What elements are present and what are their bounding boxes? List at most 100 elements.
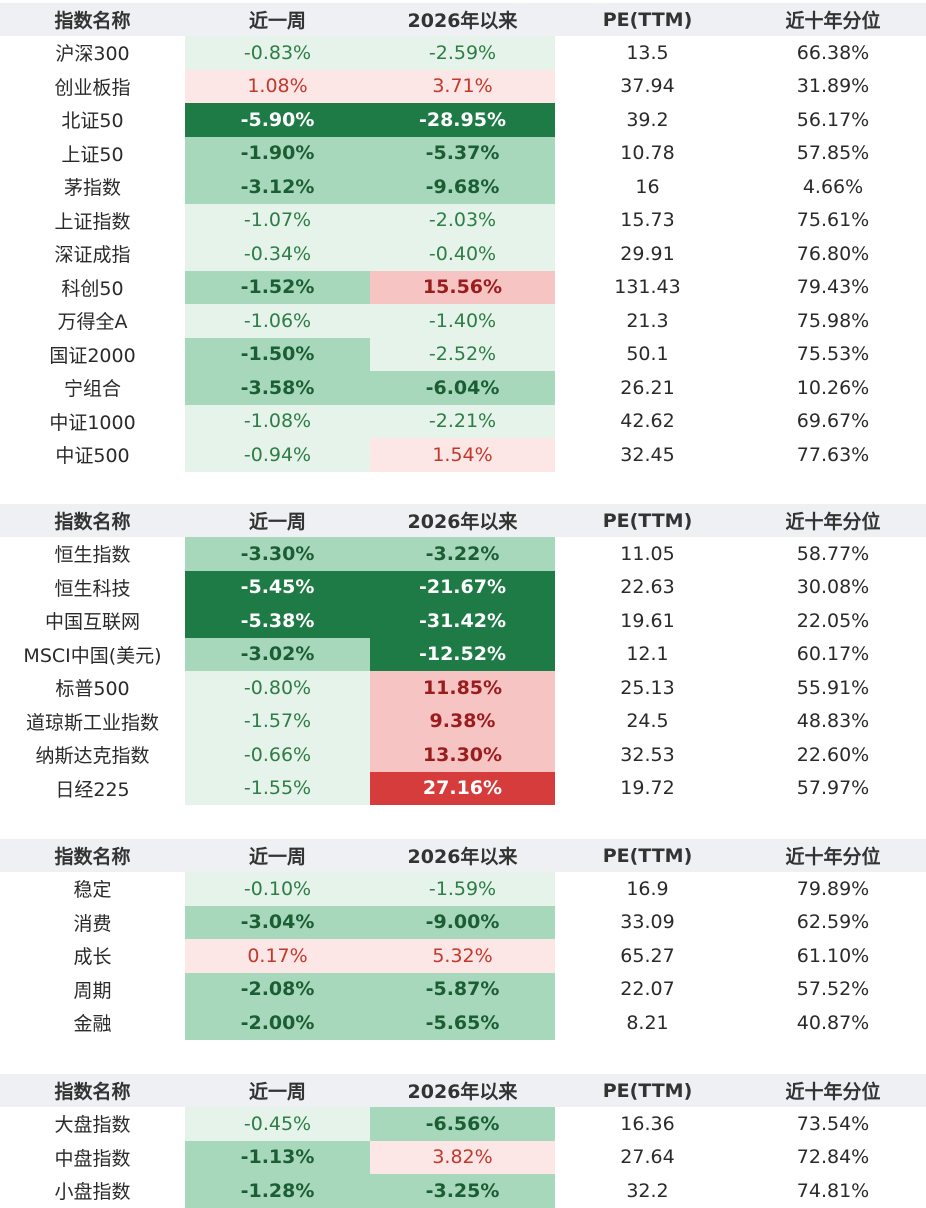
ten-year-percentile-cell: 48.83% bbox=[796, 710, 870, 733]
ten-year-percentile-cell: 75.53% bbox=[796, 343, 870, 366]
table-row: 中国互联网 -5.38% -31.42% 19.61 22.05% bbox=[0, 604, 926, 638]
ytd-change-cell: 15.56% bbox=[370, 270, 555, 304]
col-header-name: 指数名称 bbox=[0, 504, 185, 537]
ten-year-percentile-cell: 10.26% bbox=[796, 376, 870, 399]
table-row: 消费 -3.04% -9.00% 33.09 62.59% bbox=[0, 905, 926, 939]
pe-ttm-cell: 65.27 bbox=[620, 944, 675, 967]
index-name-cell: 上证50 bbox=[61, 143, 124, 166]
table-row: 中盘指数 -1.13% 3.82% 27.64 72.84% bbox=[0, 1140, 926, 1174]
ten-year-percentile-cell: 66.38% bbox=[796, 41, 870, 64]
week-change-cell: -5.90% bbox=[185, 103, 370, 137]
header-row: 指数名称 近一周 2026年以来 PE(TTM) 近十年分位 bbox=[0, 1074, 926, 1107]
table-row: 日经225 -1.55% 27.16% 19.72 57.97% bbox=[0, 771, 926, 805]
week-change-cell: -0.83% bbox=[185, 36, 370, 70]
index-name-cell: 万得全A bbox=[57, 311, 128, 334]
pe-ttm-cell: 19.61 bbox=[620, 609, 675, 632]
ytd-change-cell: -6.04% bbox=[370, 371, 555, 405]
ytd-change-cell: -2.59% bbox=[370, 36, 555, 70]
week-change-cell: -1.50% bbox=[185, 337, 370, 371]
week-change-cell: -5.45% bbox=[185, 570, 370, 604]
pe-ttm-cell: 16.9 bbox=[626, 877, 669, 900]
pe-ttm-cell: 32.2 bbox=[626, 1179, 669, 1202]
col-header-week: 近一周 bbox=[185, 839, 370, 872]
col-header-percentile: 近十年分位 bbox=[740, 1074, 926, 1107]
ytd-change-cell: -5.65% bbox=[370, 1006, 555, 1040]
pe-ttm-cell: 27.64 bbox=[620, 1146, 675, 1169]
col-header-ytd: 2026年以来 bbox=[370, 504, 555, 537]
ten-year-percentile-cell: 57.97% bbox=[796, 777, 870, 800]
table-row: MSCI中国(美元) -3.02% -12.52% 12.1 60.17% bbox=[0, 637, 926, 671]
table-row: 稳定 -0.10% -1.59% 16.9 79.89% bbox=[0, 872, 926, 906]
pe-ttm-cell: 15.73 bbox=[620, 209, 675, 232]
week-change-cell: -3.12% bbox=[185, 170, 370, 204]
index-name-cell: 沪深300 bbox=[55, 43, 130, 66]
col-header-ytd: 2026年以来 bbox=[370, 3, 555, 36]
ytd-change-cell: 1.54% bbox=[370, 438, 555, 472]
ytd-change-cell: -28.95% bbox=[370, 103, 555, 137]
table-row: 北证50 -5.90% -28.95% 39.2 56.17% bbox=[0, 103, 926, 137]
ten-year-percentile-cell: 77.63% bbox=[796, 443, 870, 466]
week-change-cell: 0.17% bbox=[185, 939, 370, 973]
col-header-ytd: 2026年以来 bbox=[370, 1074, 555, 1107]
ytd-change-cell: 3.82% bbox=[370, 1140, 555, 1174]
table-row: 茅指数 -3.12% -9.68% 16 4.66% bbox=[0, 170, 926, 204]
pe-ttm-cell: 37.94 bbox=[620, 75, 675, 98]
ten-year-percentile-cell: 60.17% bbox=[796, 643, 870, 666]
pe-ttm-cell: 131.43 bbox=[614, 276, 681, 299]
ytd-change-cell: -9.68% bbox=[370, 170, 555, 204]
ytd-change-cell: 3.71% bbox=[370, 69, 555, 103]
ytd-change-cell: -5.87% bbox=[370, 972, 555, 1006]
ten-year-percentile-cell: 74.81% bbox=[796, 1179, 870, 1202]
week-change-cell: -3.58% bbox=[185, 371, 370, 405]
pe-ttm-cell: 22.63 bbox=[620, 576, 675, 599]
week-change-cell: -1.57% bbox=[185, 704, 370, 738]
pe-ttm-cell: 12.1 bbox=[626, 643, 669, 666]
index-name-cell: 日经225 bbox=[55, 778, 130, 801]
table-row: 沪深300 -0.83% -2.59% 13.5 66.38% bbox=[0, 36, 926, 70]
ten-year-percentile-cell: 56.17% bbox=[796, 108, 870, 131]
week-change-cell: -1.55% bbox=[185, 771, 370, 805]
ytd-change-cell: -2.03% bbox=[370, 203, 555, 237]
ten-year-percentile-cell: 4.66% bbox=[802, 175, 864, 198]
table-row: 标普500 -0.80% 11.85% 25.13 55.91% bbox=[0, 671, 926, 705]
pe-ttm-cell: 25.13 bbox=[620, 676, 675, 699]
pe-ttm-cell: 21.3 bbox=[626, 309, 669, 332]
ten-year-percentile-cell: 73.54% bbox=[796, 1112, 870, 1135]
ytd-change-cell: -3.25% bbox=[370, 1174, 555, 1208]
table-row: 金融 -2.00% -5.65% 8.21 40.87% bbox=[0, 1006, 926, 1040]
index-name-cell: 纳斯达克指数 bbox=[35, 745, 150, 768]
table-row: 万得全A -1.06% -1.40% 21.3 75.98% bbox=[0, 304, 926, 338]
ten-year-percentile-cell: 55.91% bbox=[796, 676, 870, 699]
index-table-2: 指数名称 近一周 2026年以来 PE(TTM) 近十年分位 恒生指数 -3.30% -3.2… bbox=[0, 504, 926, 805]
pe-ttm-cell: 22.07 bbox=[620, 978, 675, 1001]
ten-year-percentile-cell: 40.87% bbox=[796, 1011, 870, 1034]
pe-ttm-cell: 39.2 bbox=[626, 108, 669, 131]
week-change-cell: -1.52% bbox=[185, 270, 370, 304]
table-row: 中证1000 -1.08% -2.21% 42.62 69.67% bbox=[0, 404, 926, 438]
index-name-cell: 恒生指数 bbox=[54, 544, 131, 567]
table-row: 周期 -2.08% -5.87% 22.07 57.52% bbox=[0, 972, 926, 1006]
ytd-change-cell: -6.56% bbox=[370, 1107, 555, 1141]
header-row: 指数名称 近一周 2026年以来 PE(TTM) 近十年分位 bbox=[0, 839, 926, 872]
ytd-change-cell: 13.30% bbox=[370, 738, 555, 772]
pe-ttm-cell: 29.91 bbox=[620, 242, 675, 265]
col-header-ytd: 2026年以来 bbox=[370, 839, 555, 872]
week-change-cell: -5.38% bbox=[185, 604, 370, 638]
index-name-cell: 中证500 bbox=[55, 445, 130, 468]
week-change-cell: -0.34% bbox=[185, 237, 370, 271]
ytd-change-cell: -1.59% bbox=[370, 872, 555, 906]
table-row: 深证成指 -0.34% -0.40% 29.91 76.80% bbox=[0, 237, 926, 271]
col-header-pe: PE(TTM) bbox=[555, 3, 740, 36]
table-row: 大盘指数 -0.45% -6.56% 16.36 73.54% bbox=[0, 1107, 926, 1141]
index-name-cell: 宁组合 bbox=[63, 378, 121, 401]
pe-ttm-cell: 42.62 bbox=[620, 410, 675, 433]
ytd-change-cell: -3.22% bbox=[370, 537, 555, 571]
table-row: 道琼斯工业指数 -1.57% 9.38% 24.5 48.83% bbox=[0, 704, 926, 738]
ten-year-percentile-cell: 79.43% bbox=[796, 276, 870, 299]
ytd-change-cell: 5.32% bbox=[370, 939, 555, 973]
week-change-cell: 1.08% bbox=[185, 69, 370, 103]
pe-ttm-cell: 8.21 bbox=[626, 1011, 669, 1034]
ten-year-percentile-cell: 62.59% bbox=[796, 911, 870, 934]
index-name-cell: 北证50 bbox=[61, 110, 124, 133]
